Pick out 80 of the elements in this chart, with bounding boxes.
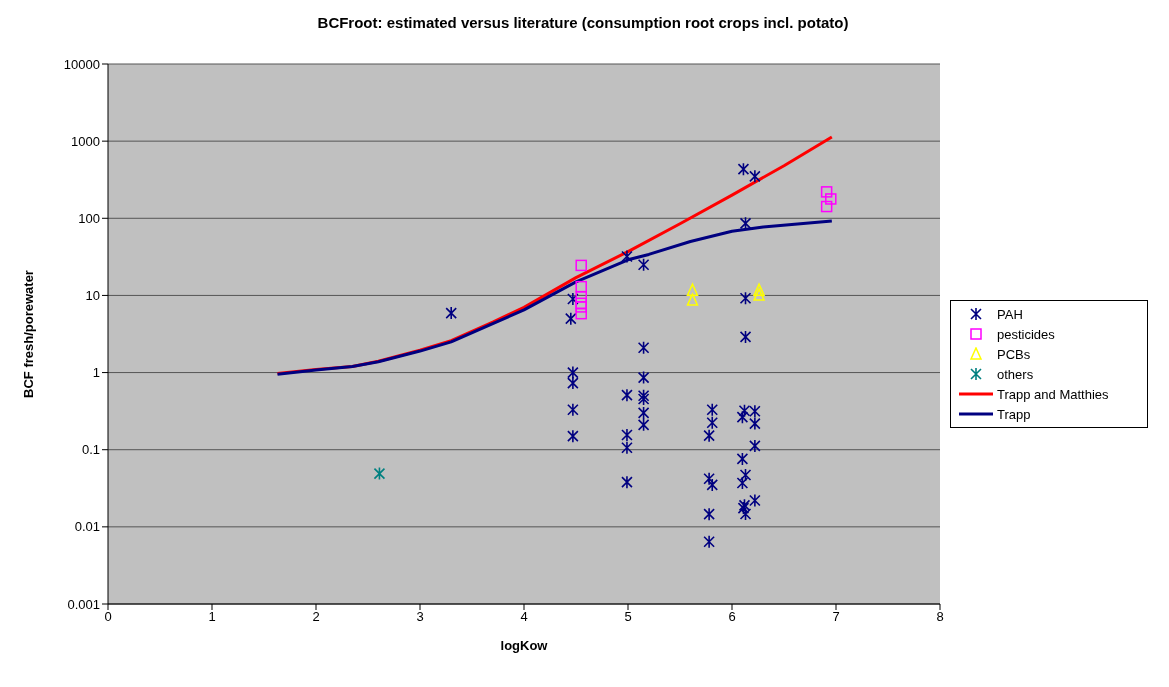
y-tick-label: 100 <box>78 210 100 226</box>
legend-label: others <box>997 366 1034 382</box>
point <box>739 507 752 521</box>
point <box>737 162 750 176</box>
point <box>637 406 650 420</box>
point <box>567 292 579 306</box>
point <box>575 301 587 313</box>
legend-label: PCBs <box>997 346 1031 362</box>
point <box>749 404 761 419</box>
x-tick-label: 3 <box>416 609 424 625</box>
point <box>739 216 752 231</box>
point <box>637 388 650 403</box>
point <box>575 280 587 293</box>
y-tick-label: 10 <box>85 288 100 304</box>
point <box>820 200 833 213</box>
point <box>706 478 719 492</box>
point <box>445 306 457 320</box>
point <box>621 440 633 455</box>
point <box>753 288 765 301</box>
point <box>567 402 579 417</box>
x-tick-label: 4 <box>520 609 528 625</box>
x-axis-title: logKow <box>500 638 549 653</box>
point <box>739 330 752 344</box>
point <box>736 452 749 466</box>
x-tick-label: 2 <box>312 609 320 625</box>
x-tick-label: 7 <box>832 609 840 625</box>
y-axis-title: BCF fresh/porewater <box>20 270 36 398</box>
point <box>373 466 386 481</box>
y-tick-label: 10000 <box>63 56 100 72</box>
point <box>637 392 650 406</box>
y-tick-label: 0.01 <box>74 519 100 535</box>
point <box>739 468 752 482</box>
point <box>736 476 749 490</box>
legend-label: pesticides <box>997 326 1055 342</box>
point <box>738 403 751 418</box>
point <box>749 493 761 508</box>
point <box>686 283 699 296</box>
point <box>703 535 715 549</box>
point <box>749 169 761 184</box>
point <box>703 471 715 486</box>
legend-label: PAH <box>997 306 1023 322</box>
point <box>575 259 587 272</box>
point <box>703 507 715 521</box>
point <box>621 428 633 442</box>
y-tick-label: 1000 <box>71 133 100 149</box>
y-tick-label: 0.001 <box>67 596 100 612</box>
x-tick-label: 1 <box>208 609 216 625</box>
point <box>749 416 761 431</box>
line-series <box>276 219 834 376</box>
point <box>621 249 633 264</box>
point <box>621 388 633 402</box>
point <box>621 475 633 489</box>
point <box>567 376 579 390</box>
x-tick-label: 6 <box>728 609 736 625</box>
point <box>565 311 577 326</box>
point <box>575 307 587 320</box>
point <box>567 429 579 443</box>
point <box>739 291 752 306</box>
point <box>706 415 719 430</box>
point <box>736 410 749 424</box>
point <box>706 402 719 417</box>
point <box>825 193 837 205</box>
y-tick-label: 0.1 <box>81 442 100 458</box>
point <box>567 365 579 380</box>
point <box>637 340 650 355</box>
x-tick-label: 0 <box>104 609 112 625</box>
point <box>637 370 650 385</box>
point <box>820 186 833 198</box>
chart-title: BCFroot: estimated versus literature (consumption root crops incl. potato) <box>316 14 850 33</box>
x-tick-label: 8 <box>936 609 944 625</box>
point <box>637 257 650 272</box>
legend-label: Trapp and Matthies <box>997 386 1109 402</box>
point <box>749 439 761 453</box>
point <box>703 428 715 443</box>
y-tick-label: 1 <box>92 365 100 381</box>
legend-label: Trapp <box>997 406 1031 422</box>
x-tick-label: 5 <box>624 609 632 625</box>
point <box>637 418 650 432</box>
point <box>686 293 699 306</box>
point <box>753 283 765 296</box>
